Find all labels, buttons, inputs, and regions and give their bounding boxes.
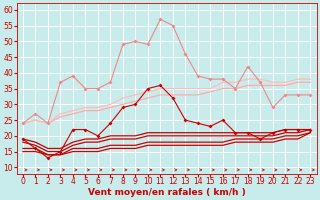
X-axis label: Vent moyen/en rafales ( km/h ): Vent moyen/en rafales ( km/h ) bbox=[88, 188, 245, 197]
